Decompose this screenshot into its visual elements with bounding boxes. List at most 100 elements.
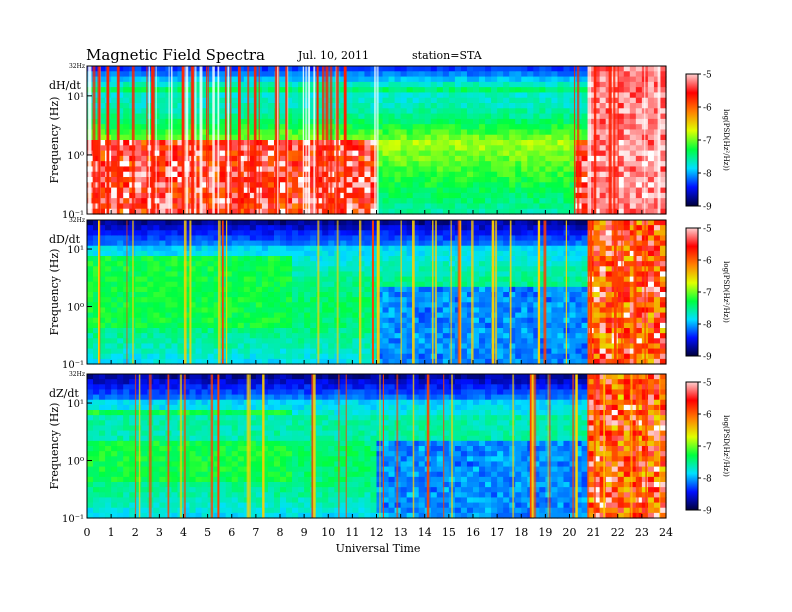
spectrogram-cell: [424, 338, 432, 345]
spectrogram-cell: [533, 108, 540, 115]
spectrogram-cell: [629, 118, 637, 125]
spectrogram-cell: [653, 103, 661, 109]
spectrogram-cell: [376, 328, 384, 334]
spectrogram-cell: [545, 297, 553, 303]
spectrogram-cell: [352, 225, 360, 231]
spectrogram-cell: [485, 338, 492, 345]
spectrogram-cell: [418, 129, 426, 136]
spectrogram-cell: [117, 192, 124, 199]
spectrogram-cell: [418, 297, 426, 303]
spectrogram-cell: [406, 155, 414, 162]
spectrogram-cell: [364, 307, 372, 314]
spectrogram-cell: [485, 286, 492, 293]
spectrogram-cell: [460, 113, 468, 120]
spectrogram-cell: [539, 71, 546, 78]
spectrogram-cell: [261, 271, 269, 278]
spectrogram-cell: [521, 271, 528, 278]
spectrogram-cell: [473, 177, 480, 183]
spectrogram-cell: [153, 307, 160, 314]
spectrogram-cell: [515, 87, 522, 94]
spectrogram-cell: [376, 182, 384, 189]
spectrogram-cell: [87, 235, 94, 242]
spectrogram-cell: [533, 281, 540, 288]
spectrogram-cell: [485, 81, 492, 88]
spectrogram-cell: [557, 103, 565, 109]
spectrogram-cell: [159, 281, 167, 288]
spectrogram-cell: [382, 235, 390, 242]
spectrogram-cell: [448, 240, 456, 247]
spectrogram-cell: [647, 97, 655, 104]
spectrogram-cell: [376, 256, 384, 262]
spectrogram-cell: [153, 261, 160, 267]
spectrogram-cell: [623, 155, 631, 162]
spectrogram-cell: [454, 81, 462, 88]
spectrogram-cell: [346, 203, 353, 210]
spectrogram-cell: [364, 348, 372, 355]
spectrogram-cell: [412, 286, 420, 293]
spectrogram-cell: [539, 333, 546, 339]
spectrogram-cell: [292, 220, 299, 226]
spectrogram-cell: [328, 338, 335, 345]
spectrogram-cell: [340, 338, 347, 345]
spectrogram-cell: [418, 312, 426, 319]
spectrogram-cell: [352, 71, 360, 78]
spectrogram-cell: [147, 87, 154, 94]
spectrogram-cell: [436, 250, 444, 257]
spectrogram-cell: [358, 71, 366, 78]
spectrogram-cell: [171, 155, 179, 162]
spectrogram-cell: [515, 348, 522, 355]
spectrogram-cell: [286, 192, 293, 199]
spectrogram-cell: [653, 113, 661, 120]
spectrogram-cell: [117, 203, 124, 210]
spectrogram-cell: [466, 145, 474, 152]
spectrogram-cell: [569, 81, 577, 88]
spectrogram-cell: [424, 192, 432, 199]
spectrogram-cell: [298, 266, 305, 273]
spectrogram-cell: [557, 166, 565, 173]
spectrogram-cell: [515, 161, 522, 168]
spectrogram-cell: [111, 240, 118, 247]
spectrogram-cell: [316, 140, 323, 146]
spectrogram-cell: [448, 256, 456, 262]
spectrogram-cell: [442, 177, 450, 183]
spectrogram-cell: [539, 145, 546, 152]
spectrogram-cell: [460, 103, 468, 109]
spectrogram-cell: [159, 292, 167, 298]
spectrogram-cell: [460, 76, 468, 83]
spectrogram-cell: [647, 150, 655, 157]
spectrogram-cell: [225, 338, 233, 345]
spectrogram-cell: [153, 281, 160, 288]
spectrogram-cell: [141, 187, 148, 194]
spectrogram-cell: [195, 145, 203, 152]
spectrogram-cell: [189, 245, 197, 252]
spectrogram-cell: [473, 230, 480, 237]
spectrogram-cell: [213, 235, 221, 242]
spectrogram-cell: [430, 297, 438, 303]
spectrogram-cell: [551, 161, 559, 168]
spectrogram-cell: [623, 182, 631, 189]
spectrogram-cell: [237, 81, 245, 88]
spectrogram-cell: [346, 192, 353, 199]
spectrogram-cell: [352, 198, 360, 205]
spectrogram-cell: [171, 312, 179, 319]
spectrogram-cell: [352, 92, 360, 99]
spectrogram-cell: [364, 225, 372, 231]
spectrogram-cell: [599, 66, 607, 72]
spectrogram-cell: [400, 182, 408, 189]
spectrogram-cell: [304, 312, 311, 319]
spectrogram-cell: [400, 161, 408, 168]
spectrogram-cell: [653, 92, 661, 99]
spectrogram-cell: [400, 129, 408, 136]
spectrogram-cell: [93, 182, 100, 189]
spectrogram-cell: [93, 81, 100, 88]
spectrogram-cell: [370, 71, 378, 78]
spectrogram-cell: [135, 317, 142, 324]
spectrogram-cell: [563, 71, 571, 78]
spectrogram-cell: [255, 220, 263, 226]
spectrogram-cell: [141, 124, 148, 131]
spectrogram-cell: [394, 71, 402, 78]
spectrogram-cell: [635, 171, 643, 178]
spectrogram-cell: [545, 220, 553, 226]
spectrogram-cell: [171, 208, 179, 215]
spectrogram-cell: [647, 171, 655, 178]
